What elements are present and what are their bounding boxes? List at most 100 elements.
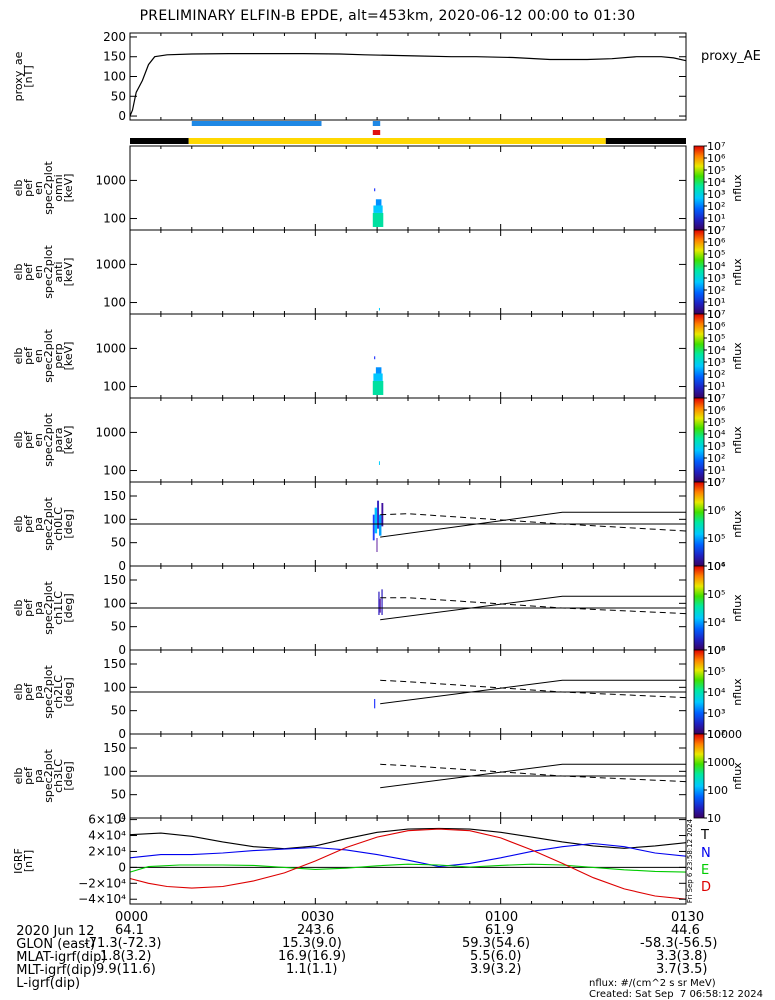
colorbar-tick-label: 10 bbox=[707, 308, 721, 321]
footer-value: 0130 bbox=[671, 910, 705, 925]
spectrogram-cell bbox=[372, 514, 375, 541]
collection-marker-bar bbox=[372, 130, 381, 135]
y-tick-label: 50 bbox=[111, 788, 126, 802]
colorbar-tick-label: 10⁶ bbox=[707, 320, 726, 333]
footer-value: 15.3(9.0) bbox=[282, 936, 342, 951]
y-tick-label: 150 bbox=[103, 50, 126, 64]
y-tick-label: 100 bbox=[103, 512, 126, 526]
y-tick-label: 100 bbox=[103, 296, 126, 310]
y-axis-label-line: [deg] bbox=[62, 593, 75, 622]
antiloss-cone-line bbox=[380, 513, 687, 532]
igrf-legend-D: D bbox=[701, 880, 711, 895]
colorbar-tick-label: 10³ bbox=[707, 707, 725, 720]
footer-value: 1.1(1.1) bbox=[286, 962, 338, 977]
eclipse-bar-dark bbox=[605, 138, 686, 144]
y-axis-label-line: ch1LC bbox=[52, 591, 65, 625]
colorbar-elb_pef_en_perp bbox=[693, 313, 705, 399]
footer-value: 0100 bbox=[485, 910, 519, 925]
footer-value: -71.3(-72.3) bbox=[84, 936, 162, 951]
spectrogram-cell bbox=[378, 591, 380, 615]
footer-value: 59.3(54.6) bbox=[462, 936, 531, 951]
footer-row-3: MLT-igrf(dip) bbox=[8, 950, 96, 977]
footer-value: 16.9(16.9) bbox=[278, 949, 347, 964]
footer-value: 44.6 bbox=[671, 923, 700, 938]
colorbar-elb_pef_pa_ch2LC bbox=[693, 649, 705, 735]
spectrogram-cell bbox=[378, 514, 382, 536]
y-tick-label: 1000 bbox=[95, 425, 126, 439]
colorbar-tick-label: 10² bbox=[707, 452, 725, 465]
y-axis-label-line: spec2plot bbox=[42, 245, 55, 299]
y-tick-label: 100 bbox=[103, 464, 126, 478]
colorbar-tick-label: 10¹ bbox=[707, 212, 725, 225]
colorbar-tick-label: 10 bbox=[707, 392, 721, 405]
colorbar-tick-label: 10² bbox=[707, 368, 725, 381]
proxy-ae-ylabel: proxy_ae[nT] bbox=[12, 51, 35, 101]
colorbar-tick-label: 10² bbox=[707, 200, 725, 213]
y-tick-label: 4×10⁴ bbox=[88, 829, 126, 843]
colorbar-label: nflux bbox=[731, 510, 744, 538]
y-tick-label: 150 bbox=[103, 741, 126, 755]
y-axis-label-line: elb bbox=[12, 432, 25, 449]
spectrogram-cell bbox=[376, 538, 378, 552]
colorbar-elb_pef_pa_ch0LC bbox=[693, 481, 705, 567]
colorbar-tick-label: 10⁴ bbox=[707, 560, 726, 573]
side-timestamp: Fri Sep 6 23:58:12 2024 bbox=[686, 818, 694, 903]
colorbar-elb_pef_en_omni bbox=[693, 145, 705, 231]
proxy-ae-series bbox=[129, 52, 687, 117]
colorbar-label: nflux bbox=[731, 342, 744, 370]
y-tick-label: −4×10⁴ bbox=[78, 892, 126, 906]
footer-value: 1.8(3.2) bbox=[100, 949, 152, 964]
footer-value: -58.3(-56.5) bbox=[640, 936, 718, 951]
y-tick-label: 0 bbox=[118, 559, 126, 573]
science-zone-bar bbox=[372, 121, 381, 126]
footer-value: 5.5(6.0) bbox=[470, 949, 522, 964]
y-axis-label-line: en bbox=[32, 265, 45, 279]
y-tick-label: 50 bbox=[111, 89, 126, 103]
colorbar-tick-label: 10⁶ bbox=[707, 504, 726, 517]
y-axis-label-line: en bbox=[32, 181, 45, 195]
y-axis-label-line: pa bbox=[32, 517, 45, 531]
y-axis-label-line: spec2plot bbox=[42, 329, 55, 383]
y-tick-label: 1000 bbox=[95, 173, 126, 187]
y-axis-label-line: [keV] bbox=[62, 342, 75, 371]
y-axis-label-line: pef bbox=[22, 262, 35, 281]
y-axis-label-line: elb bbox=[12, 684, 25, 701]
antiloss-cone-line bbox=[380, 597, 687, 615]
igrf-series-N bbox=[129, 842, 687, 868]
colorbar-label: nflux bbox=[731, 594, 744, 622]
y-axis-label-line: anti bbox=[52, 261, 65, 282]
igrf-legend-T: T bbox=[700, 828, 709, 843]
spectrogram-cell bbox=[378, 307, 380, 311]
colorbar-tick-label: 10⁴ bbox=[707, 686, 726, 699]
y-axis-label-line: [keV] bbox=[62, 426, 75, 455]
antiloss-cone-line bbox=[380, 679, 687, 699]
proxy-ae-panel bbox=[129, 32, 687, 121]
y-axis-label-line: spec2plot bbox=[42, 749, 55, 803]
igrf-series-E bbox=[129, 863, 687, 873]
footer-row-1: GLON (east) bbox=[8, 924, 95, 951]
y-axis-label-line: ch2LC bbox=[52, 675, 65, 709]
figure-title: PRELIMINARY ELFIN-B EPDE, alt=453km, 202… bbox=[139, 8, 636, 24]
y-tick-label: 100 bbox=[103, 212, 126, 226]
y-tick-label: 50 bbox=[111, 536, 126, 550]
y-tick-label: 6×10⁴ bbox=[88, 813, 126, 827]
y-tick-label: 100 bbox=[103, 764, 126, 778]
science-zone-bar bbox=[191, 121, 322, 126]
y-tick-label: −2×10⁴ bbox=[78, 876, 126, 890]
y-axis-label-line: omni bbox=[52, 174, 65, 201]
spectrogram-cell bbox=[373, 373, 383, 381]
y-axis-label-line: elb bbox=[12, 768, 25, 785]
y-axis-label-line: para bbox=[52, 428, 65, 453]
colorbar-tick-label: 10⁵ bbox=[707, 532, 725, 545]
colorbar-tick-label: 10 bbox=[707, 476, 721, 489]
colorbar-tick-label: 10⁶ bbox=[707, 404, 726, 417]
colorbar-tick-label: 10⁴ bbox=[707, 428, 726, 441]
footer-value: 61.9 bbox=[485, 923, 514, 938]
colorbar-tick-label: 10² bbox=[707, 728, 725, 741]
colorbar-tick-label: 10⁶ bbox=[707, 152, 726, 165]
colorbar-tick-label: 10¹ bbox=[707, 296, 725, 309]
igrf-ylabel: IGRF[nT] bbox=[12, 848, 35, 874]
